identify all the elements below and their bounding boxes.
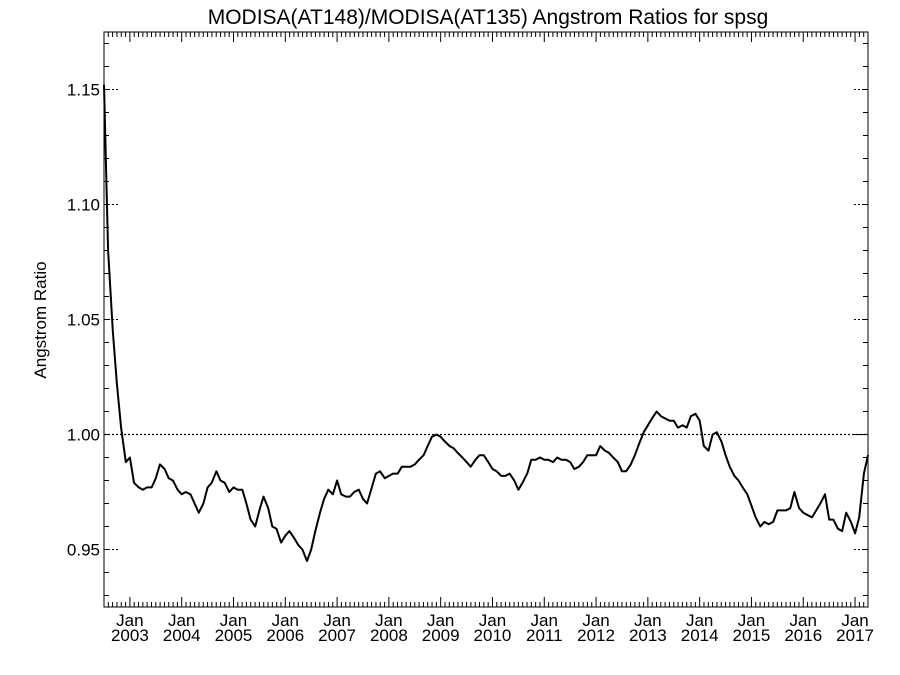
x-tick-label-year: 2012 [577, 626, 615, 645]
x-tick-label-month: Jan [582, 611, 609, 630]
x-tick-label-year: 2013 [629, 626, 667, 645]
x-tick-label-year: 2004 [163, 626, 201, 645]
x-tick-label-month: Jan [841, 611, 868, 630]
x-tick-label-year: 2010 [474, 626, 512, 645]
x-tick-label-year: 2009 [422, 626, 460, 645]
chart-title: MODISA(AT148)/MODISA(AT135) Angstrom Rat… [208, 6, 769, 29]
x-tick-label-year: 2015 [733, 626, 771, 645]
x-tick-label-month: Jan [323, 611, 350, 630]
y-tick-label: 1.00 [67, 426, 100, 445]
x-tick-label-month: Jan [116, 611, 143, 630]
y-tick-label: 1.15 [67, 81, 100, 100]
x-tick-label-month: Jan [790, 611, 817, 630]
x-tick-label-month: Jan [220, 611, 247, 630]
x-tick-label-year: 2016 [784, 626, 822, 645]
plot-area: 0.951.001.051.101.15Jan2003Jan2004Jan200… [67, 32, 874, 645]
y-tick-label: 1.05 [67, 311, 100, 330]
y-axis-label: Angstrom Ratio [31, 261, 50, 378]
x-tick-label-month: Jan [272, 611, 299, 630]
x-tick-label-year: 2006 [266, 626, 304, 645]
x-tick-label-month: Jan [686, 611, 713, 630]
plot-frame [103, 31, 869, 608]
x-tick-label-month: Jan [479, 611, 506, 630]
x-tick-label-year: 2008 [370, 626, 408, 645]
x-tick-label-year: 2005 [215, 626, 253, 645]
x-tick-label-year: 2007 [318, 626, 356, 645]
x-tick-label-year: 2011 [526, 626, 563, 645]
y-tick-label: 1.10 [67, 196, 100, 215]
x-tick-label-year: 2003 [111, 626, 149, 645]
x-tick-label-month: Jan [168, 611, 195, 630]
x-tick-label-month: Jan [634, 611, 661, 630]
x-tick-label-month: Jan [531, 611, 558, 630]
series-line [103, 84, 869, 562]
x-tick-label-month: Jan [427, 611, 454, 630]
x-tick-label-year: 2017 [836, 626, 874, 645]
x-tick-label-year: 2014 [681, 626, 719, 645]
x-tick-label-month: Jan [375, 611, 402, 630]
y-tick-label: 0.95 [67, 541, 100, 560]
x-tick-label-month: Jan [738, 611, 765, 630]
